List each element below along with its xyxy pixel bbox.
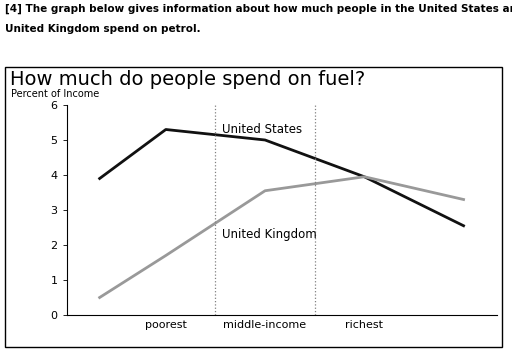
Text: [4] The graph below gives information about how much people in the United States: [4] The graph below gives information ab…	[5, 4, 512, 14]
Text: United States: United States	[222, 123, 302, 136]
Text: Percent of Income: Percent of Income	[11, 89, 99, 99]
Text: United Kingdom spend on petrol.: United Kingdom spend on petrol.	[5, 25, 201, 35]
Text: United Kingdom: United Kingdom	[222, 228, 317, 241]
Text: How much do people spend on fuel?: How much do people spend on fuel?	[10, 70, 366, 89]
